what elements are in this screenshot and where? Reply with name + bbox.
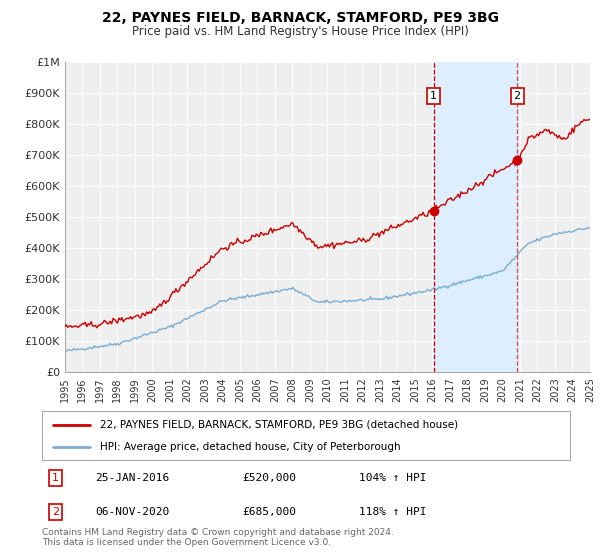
- Text: £685,000: £685,000: [242, 507, 296, 517]
- Text: 104% ↑ HPI: 104% ↑ HPI: [359, 473, 426, 483]
- Bar: [434, 62, 517, 372]
- Text: 25-JAN-2016: 25-JAN-2016: [95, 473, 169, 483]
- Text: £520,000: £520,000: [242, 473, 296, 483]
- Text: Contains HM Land Registry data © Crown copyright and database right 2024.
This d: Contains HM Land Registry data © Crown c…: [42, 528, 394, 547]
- Text: 2: 2: [52, 507, 59, 517]
- Text: 22, PAYNES FIELD, BARNACK, STAMFORD, PE9 3BG: 22, PAYNES FIELD, BARNACK, STAMFORD, PE9…: [101, 11, 499, 25]
- Text: Price paid vs. HM Land Registry's House Price Index (HPI): Price paid vs. HM Land Registry's House …: [131, 25, 469, 38]
- Text: 1: 1: [52, 473, 59, 483]
- Text: 1: 1: [430, 91, 437, 101]
- Text: HPI: Average price, detached house, City of Peterborough: HPI: Average price, detached house, City…: [100, 441, 401, 451]
- Text: 2: 2: [514, 91, 521, 101]
- Text: 22, PAYNES FIELD, BARNACK, STAMFORD, PE9 3BG (detached house): 22, PAYNES FIELD, BARNACK, STAMFORD, PE9…: [100, 420, 458, 430]
- Text: 06-NOV-2020: 06-NOV-2020: [95, 507, 169, 517]
- Text: 118% ↑ HPI: 118% ↑ HPI: [359, 507, 426, 517]
